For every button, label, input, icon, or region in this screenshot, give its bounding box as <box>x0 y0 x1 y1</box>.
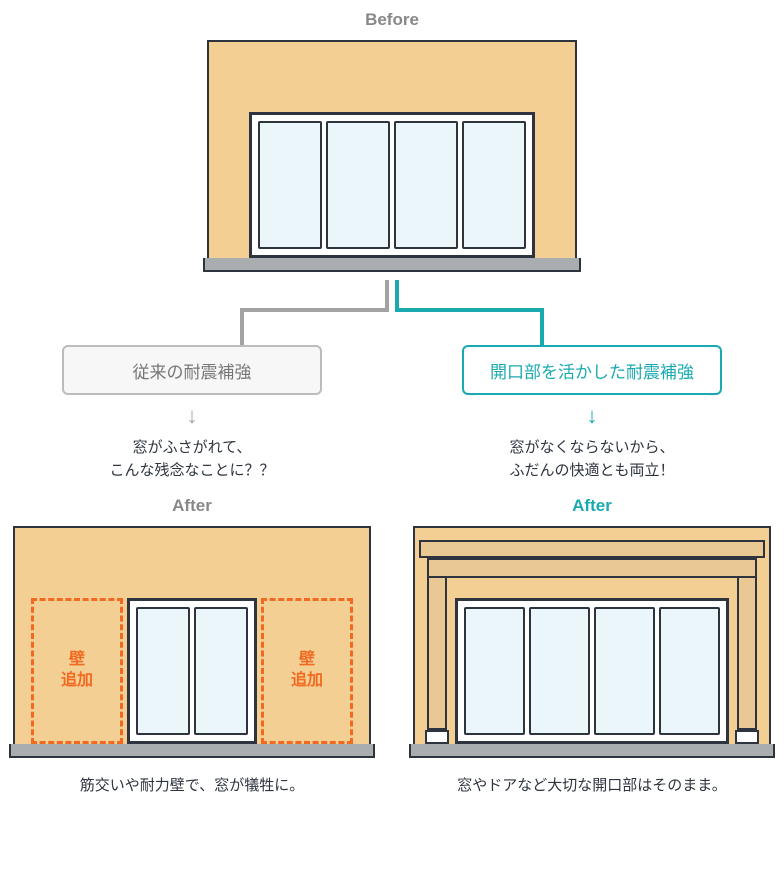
pane <box>136 607 190 735</box>
pane <box>659 607 720 735</box>
left-description: 窓がふさがれて、 こんな残念なことに？？ <box>109 437 274 482</box>
rein-foot-left <box>425 730 449 744</box>
before-section: Before <box>0 10 784 260</box>
right-desc-line1: 窓がなくならないから、 <box>509 439 674 456</box>
left-desc-line2: こんな残念なことに？？ <box>109 462 274 479</box>
rein-post-right <box>737 576 757 730</box>
pane <box>594 607 655 735</box>
right-caption: 窓やドアなど大切な開口部はそのまま。 <box>457 774 726 795</box>
pane <box>462 121 526 249</box>
pane <box>194 607 248 735</box>
window-frame <box>249 112 535 258</box>
window-frame <box>455 598 729 744</box>
pane <box>394 121 458 249</box>
window-panes <box>258 121 526 249</box>
window-panes <box>136 607 248 735</box>
rein-foot-right <box>735 730 759 744</box>
pane <box>326 121 390 249</box>
after-right-title: After <box>572 496 612 516</box>
connector-svg <box>112 280 672 345</box>
right-desc-line2: ふだんの快適とも両立！ <box>509 462 674 479</box>
wall-add-left: 壁追加 <box>31 598 123 744</box>
connector-row <box>0 280 784 345</box>
base <box>409 744 775 758</box>
arrow-down-icon: ↓ <box>587 403 598 429</box>
after-left-wall: 壁追加 壁追加 <box>13 526 371 746</box>
after-left-title: After <box>172 496 212 516</box>
before-title: Before <box>365 10 419 30</box>
left-desc-line1: 窓がふさがれて、 <box>133 439 252 456</box>
base <box>203 258 581 272</box>
after-right-wall <box>413 526 771 746</box>
window-panes <box>464 607 720 735</box>
right-description: 窓がなくならないから、 ふだんの快適とも両立！ <box>509 437 674 482</box>
base <box>9 744 375 758</box>
rein-beam-top1 <box>419 540 765 558</box>
rein-beam-top2 <box>427 558 757 578</box>
wall-add-right: 壁追加 <box>261 598 353 744</box>
wall-add-label: 壁追加 <box>291 650 323 692</box>
pane <box>464 607 525 735</box>
arrow-down-icon: ↓ <box>187 403 198 429</box>
label-conventional: 従来の耐震補強 <box>62 345 322 395</box>
before-wall <box>207 40 577 260</box>
left-branch: 従来の耐震補強 ↓ 窓がふさがれて、 こんな残念なことに？？ After 壁追加… <box>12 345 372 795</box>
pane <box>529 607 590 735</box>
window-frame-small <box>127 598 257 744</box>
left-caption: 筋交いや耐力壁で、窓が犠牲に。 <box>80 774 304 795</box>
label-opening: 開口部を活かした耐震補強 <box>462 345 722 395</box>
right-branch: 開口部を活かした耐震補強 ↓ 窓がなくならないから、 ふだんの快適とも両立！ A… <box>412 345 772 795</box>
pane <box>258 121 322 249</box>
wall-add-label: 壁追加 <box>61 650 93 692</box>
branches-row: 従来の耐震補強 ↓ 窓がふさがれて、 こんな残念なことに？？ After 壁追加… <box>12 345 772 795</box>
rein-post-left <box>427 576 447 730</box>
